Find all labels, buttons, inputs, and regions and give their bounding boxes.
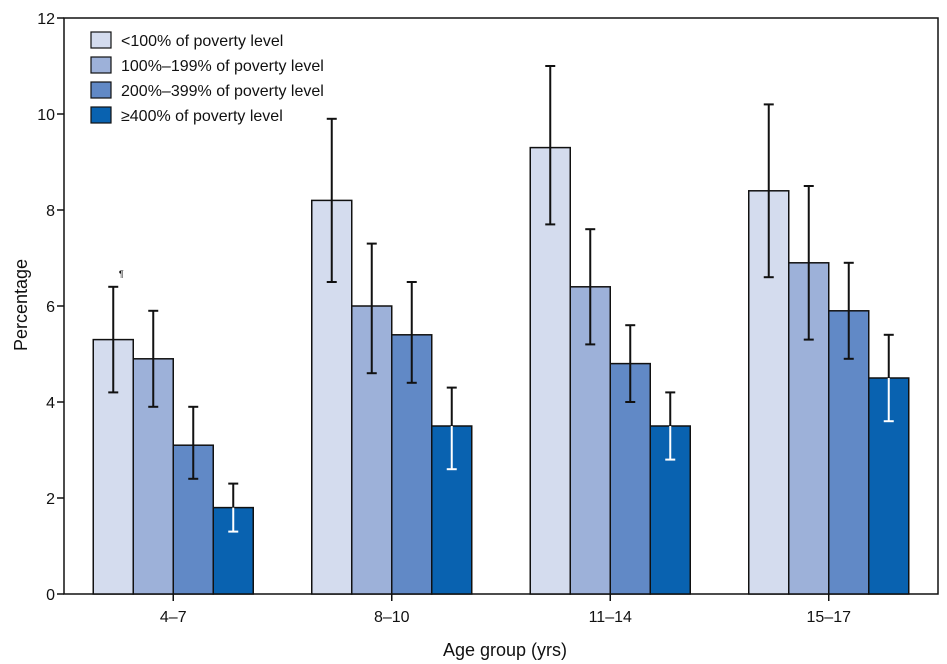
legend-swatch (90, 31, 112, 49)
legend-swatch (90, 56, 112, 74)
legend-label: 200%–399% of poverty level (121, 83, 324, 100)
footnote-marker: ¶ (119, 269, 124, 279)
bar (212, 506, 254, 595)
y-axis-title: Percentage (11, 259, 31, 351)
y-tick-label: 0 (46, 587, 55, 604)
legend-swatch (90, 106, 112, 124)
legend-label: 100%–199% of poverty level (121, 58, 324, 75)
x-tick-label: 11–14 (589, 609, 632, 626)
legend: <100% of poverty level 100%–199% of pover… (90, 31, 324, 125)
y-tick-label: 2 (46, 491, 55, 508)
bars (92, 146, 910, 595)
error-bars (108, 65, 894, 533)
axes: 0 2 4 6 8 10 12 4–7 8–10 11–14 15–17 ¶ (37, 11, 939, 626)
legend-label: ≥400% of poverty level (121, 108, 283, 125)
legend-swatch (90, 81, 112, 99)
y-tick-label: 8 (46, 203, 55, 220)
y-tick-label: 4 (46, 395, 55, 412)
y-tick-label: 12 (37, 11, 55, 28)
y-tick-label: 10 (37, 107, 55, 124)
x-tick-label: 15–17 (807, 609, 852, 626)
y-tick-label: 6 (46, 299, 55, 316)
x-tick-label: 8–10 (374, 609, 410, 626)
x-axis-title: Age group (yrs) (443, 640, 567, 660)
x-tick-label: 4–7 (160, 609, 187, 626)
legend-label: <100% of poverty level (121, 33, 283, 50)
